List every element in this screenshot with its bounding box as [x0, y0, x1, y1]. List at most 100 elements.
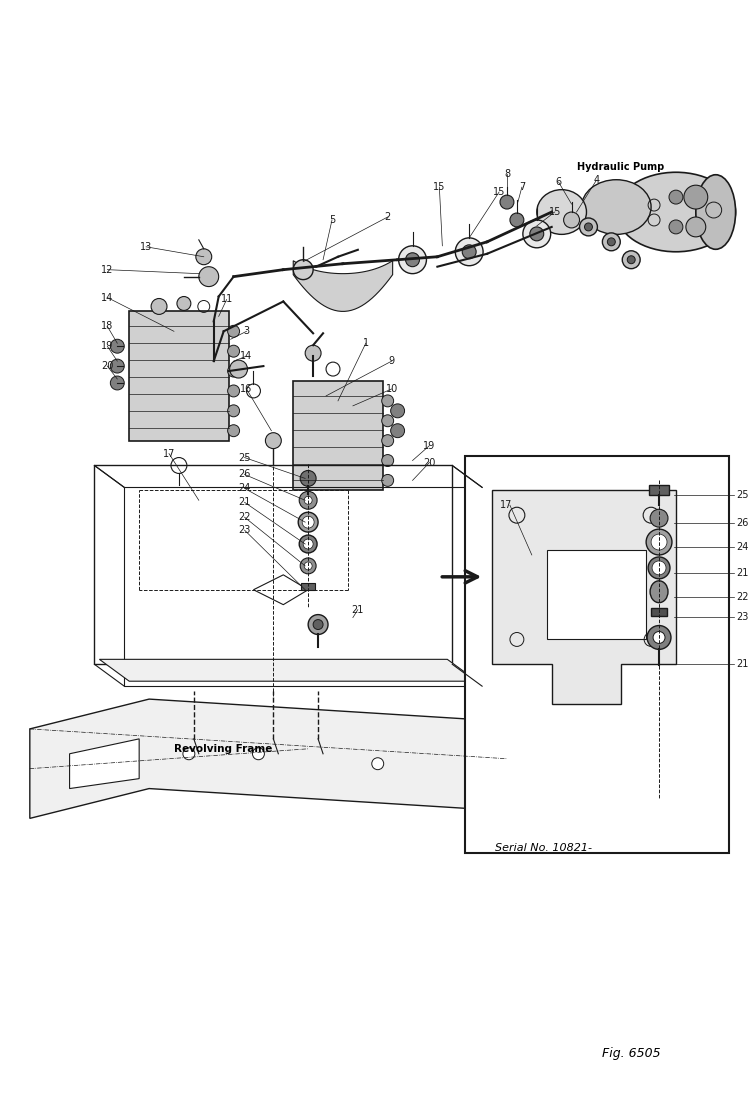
Ellipse shape: [696, 174, 736, 249]
Ellipse shape: [537, 190, 586, 235]
Circle shape: [646, 529, 672, 555]
Circle shape: [652, 561, 666, 575]
Circle shape: [405, 252, 419, 267]
Circle shape: [382, 474, 394, 486]
Text: 15: 15: [433, 182, 446, 192]
Circle shape: [300, 471, 316, 486]
Text: 14: 14: [101, 293, 114, 303]
Circle shape: [686, 217, 706, 237]
Text: Hydraulic Pump: Hydraulic Pump: [577, 162, 664, 172]
Circle shape: [607, 238, 616, 246]
Circle shape: [308, 614, 328, 634]
Text: 22: 22: [736, 591, 749, 602]
Bar: [301, 583, 315, 590]
Text: 17: 17: [500, 500, 512, 510]
Circle shape: [228, 385, 240, 397]
Text: 13: 13: [140, 241, 152, 252]
Circle shape: [510, 213, 524, 227]
Ellipse shape: [616, 172, 736, 252]
Text: 24: 24: [736, 542, 749, 552]
Circle shape: [382, 395, 394, 407]
Circle shape: [622, 251, 640, 269]
Circle shape: [462, 245, 476, 259]
Text: 23: 23: [736, 612, 749, 622]
Circle shape: [304, 496, 312, 505]
Circle shape: [195, 249, 212, 264]
Circle shape: [228, 425, 240, 437]
Text: 23: 23: [238, 525, 251, 535]
Circle shape: [228, 326, 240, 337]
Text: 21: 21: [238, 497, 251, 507]
Text: 3: 3: [243, 326, 249, 337]
Circle shape: [252, 748, 264, 760]
Circle shape: [313, 620, 323, 630]
Circle shape: [151, 298, 167, 315]
Circle shape: [669, 220, 683, 234]
Text: 12: 12: [101, 264, 114, 274]
Text: 15: 15: [548, 207, 561, 217]
Text: 16: 16: [240, 384, 252, 394]
Bar: [651, 608, 667, 615]
Circle shape: [230, 360, 247, 378]
Text: 24: 24: [238, 484, 251, 494]
Text: 21: 21: [352, 604, 364, 614]
Circle shape: [294, 260, 313, 280]
Circle shape: [372, 758, 383, 770]
Circle shape: [382, 415, 394, 427]
Text: 25: 25: [736, 490, 749, 500]
Ellipse shape: [581, 180, 651, 235]
Text: 8: 8: [504, 169, 510, 179]
Text: 26: 26: [238, 470, 251, 479]
Circle shape: [391, 404, 404, 418]
Bar: [465, 455, 729, 853]
Text: 19: 19: [423, 441, 436, 451]
Polygon shape: [100, 659, 477, 681]
Circle shape: [110, 339, 124, 353]
Text: 9: 9: [389, 357, 395, 366]
Text: 21: 21: [736, 659, 749, 669]
Text: 17: 17: [163, 449, 175, 459]
Circle shape: [651, 534, 667, 550]
Circle shape: [602, 233, 620, 251]
Text: 20: 20: [423, 457, 436, 467]
Circle shape: [298, 512, 318, 532]
Text: 1: 1: [363, 338, 369, 348]
Circle shape: [500, 195, 514, 210]
Circle shape: [530, 227, 544, 241]
Text: 21: 21: [736, 568, 749, 578]
Text: 7: 7: [519, 182, 525, 192]
Bar: [649, 485, 669, 496]
Text: 6: 6: [556, 178, 562, 188]
Circle shape: [653, 632, 665, 644]
Circle shape: [299, 535, 317, 553]
Text: Serial No. 10821-: Serial No. 10821-: [495, 844, 592, 853]
Circle shape: [299, 491, 317, 509]
Circle shape: [669, 190, 683, 204]
Circle shape: [580, 218, 598, 236]
Circle shape: [391, 423, 404, 438]
Text: 2: 2: [384, 212, 391, 222]
Text: 11: 11: [220, 294, 233, 305]
Circle shape: [647, 625, 671, 649]
Polygon shape: [70, 739, 139, 789]
Circle shape: [304, 562, 312, 569]
Text: 15: 15: [493, 188, 505, 197]
Text: 5: 5: [329, 215, 335, 225]
Circle shape: [627, 256, 635, 263]
Text: 18: 18: [101, 321, 114, 331]
Circle shape: [265, 432, 282, 449]
Text: 26: 26: [736, 518, 749, 528]
Circle shape: [302, 517, 314, 528]
Polygon shape: [492, 490, 676, 704]
Circle shape: [183, 748, 195, 760]
Circle shape: [198, 267, 219, 286]
Text: 20: 20: [101, 361, 114, 371]
Circle shape: [563, 212, 580, 228]
Text: Revolving Frame: Revolving Frame: [175, 744, 273, 754]
Text: 22: 22: [238, 512, 251, 522]
Circle shape: [684, 185, 708, 210]
Bar: [130, 312, 228, 441]
Circle shape: [382, 454, 394, 466]
Text: 4: 4: [593, 176, 599, 185]
Text: 19: 19: [101, 341, 114, 351]
